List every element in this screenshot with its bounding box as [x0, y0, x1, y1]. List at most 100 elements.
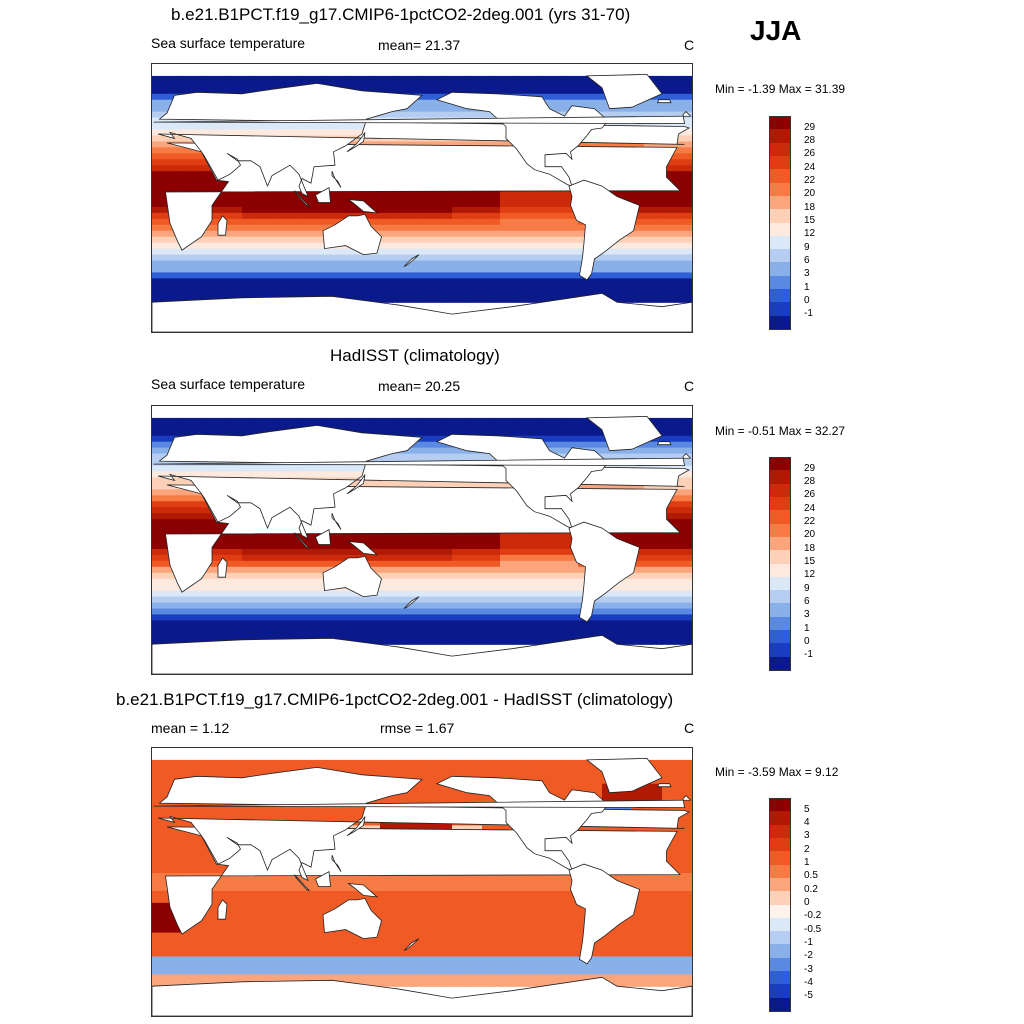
field-cell: [242, 81, 249, 89]
field-cell: [524, 417, 531, 425]
field-cell: [560, 248, 567, 256]
field-cell: [230, 200, 237, 208]
field-cell: [350, 417, 357, 425]
field-cell: [434, 296, 441, 303]
field-cell: [560, 99, 567, 107]
field-cell: [302, 206, 309, 214]
field-cell: [656, 242, 663, 250]
field-cell: [374, 290, 381, 297]
field-cell: [566, 189, 573, 196]
field-cell: [302, 284, 309, 291]
field-cell: [164, 435, 171, 443]
field-cell: [272, 200, 279, 208]
field-cell: [416, 224, 423, 232]
field-cell: [410, 447, 417, 455]
field-cell: [512, 224, 519, 232]
field-cell: [656, 290, 663, 297]
field-cell: [458, 141, 465, 148]
field-cell: [236, 429, 243, 437]
field-cell: [422, 75, 429, 83]
field-cell: [386, 429, 393, 437]
field-cell: [638, 230, 645, 238]
field-cell: [548, 189, 555, 196]
field-cell: [476, 224, 483, 232]
field-cell: [242, 272, 249, 279]
field-cell: [536, 290, 543, 297]
field-cell: [386, 224, 393, 232]
field-cell: [224, 248, 231, 256]
field-cell: [686, 495, 692, 502]
field-cell: [422, 254, 429, 262]
field-cell: [644, 278, 651, 285]
field-cell: [422, 111, 429, 119]
field-cell: [494, 248, 501, 256]
field-cell: [500, 224, 507, 232]
field-cell: [668, 429, 675, 437]
field-cell: [404, 206, 411, 214]
field-cell: [608, 278, 615, 285]
field-cell: [332, 254, 339, 262]
field-cell: [440, 99, 447, 107]
field-cell: [194, 465, 201, 473]
field-cell: [680, 183, 687, 190]
field-cell: [362, 75, 369, 83]
field-cell: [680, 435, 687, 443]
field-cell: [326, 206, 333, 214]
field-cell: [332, 417, 339, 425]
field-cell: [638, 111, 645, 119]
field-cell: [566, 224, 573, 232]
field-cell: [254, 75, 261, 83]
field-cell: [578, 284, 585, 291]
field-cell: [488, 483, 495, 490]
field-cell: [494, 254, 501, 262]
field-cell: [470, 224, 477, 232]
field-cell: [512, 87, 519, 95]
field-cell: [284, 200, 291, 208]
field-cell: [290, 81, 297, 89]
field-cell: [182, 501, 189, 508]
field-cell: [512, 189, 519, 196]
field-cell: [236, 189, 243, 196]
field-cell: [380, 423, 387, 431]
field-cell: [638, 447, 645, 455]
field-cell: [470, 266, 477, 274]
field-cell: [668, 206, 675, 214]
field-cell: [332, 81, 339, 89]
field-cell: [152, 242, 159, 250]
field-cell: [638, 254, 645, 262]
field-cell: [674, 447, 681, 455]
field-cell: [308, 417, 315, 425]
field-cell: [686, 224, 692, 232]
field-cell: [452, 429, 459, 437]
field-cell: [536, 260, 543, 268]
field-cell: [428, 423, 435, 431]
field-cell: [638, 290, 645, 297]
field-cell: [434, 254, 441, 262]
field-cell: [284, 260, 291, 268]
field-cell: [542, 87, 549, 95]
field-cell: [620, 141, 627, 148]
field-cell: [290, 195, 297, 202]
field-cell: [302, 248, 309, 256]
field-cell: [218, 195, 225, 202]
field-cell: [362, 284, 369, 291]
field-cell: [494, 141, 501, 148]
field-cell: [416, 206, 423, 214]
field-cell: [164, 266, 171, 274]
field-cell: [476, 230, 483, 238]
field-cell: [188, 248, 195, 256]
field-cell: [152, 429, 159, 437]
field-cell: [164, 254, 171, 262]
field-cell: [152, 123, 159, 131]
field-cell: [494, 206, 501, 214]
field-cell: [356, 135, 363, 143]
field-cell: [554, 296, 561, 303]
field-cell: [308, 266, 315, 274]
field-cell: [374, 417, 381, 425]
field-cell: [230, 242, 237, 250]
field-cell: [626, 290, 633, 297]
field-cell: [638, 296, 645, 303]
field-cell: [296, 260, 303, 268]
field-cell: [548, 242, 555, 250]
field-cell: [638, 141, 645, 148]
